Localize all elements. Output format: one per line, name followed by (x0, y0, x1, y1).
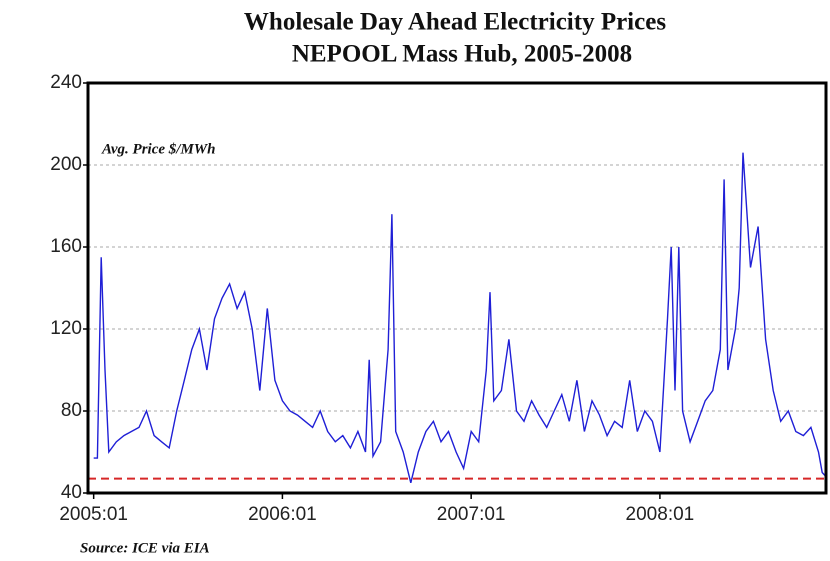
x-tick-label: 2007:01 (437, 504, 506, 525)
source: Source: ICE via EIA (80, 540, 210, 556)
annotation: Avg. Price $/MWh (101, 141, 215, 157)
y-tick-label: 160 (50, 236, 82, 257)
y-tick-label: 120 (50, 318, 82, 339)
chart-title: Wholesale Day Ahead Electricity Prices (244, 9, 666, 36)
x-tick-label: 2008:01 (626, 504, 695, 525)
y-tick-label: 200 (50, 154, 82, 175)
y-tick-label: 240 (50, 72, 82, 93)
chart-subtitle: NEPOOL Mass Hub, 2005-2008 (292, 41, 632, 68)
x-tick-label: 2005:01 (59, 504, 128, 525)
y-tick-label: 40 (61, 482, 82, 503)
x-tick-label: 2006:01 (248, 504, 317, 525)
price-line (93, 152, 827, 483)
y-tick-label: 80 (61, 400, 82, 421)
plot-frame (86, 81, 828, 495)
